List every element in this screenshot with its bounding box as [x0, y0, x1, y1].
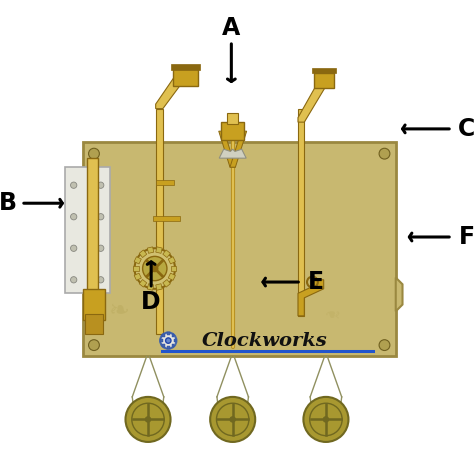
Text: B: B: [0, 191, 17, 215]
Bar: [82, 289, 105, 320]
Bar: [155, 180, 173, 185]
Text: D: D: [141, 290, 161, 314]
Circle shape: [98, 214, 104, 220]
Bar: [155, 109, 163, 334]
Text: C: C: [458, 117, 474, 141]
Bar: [228, 113, 238, 124]
Bar: [133, 266, 138, 271]
Bar: [163, 250, 170, 257]
Bar: [87, 158, 99, 302]
Bar: [167, 346, 170, 349]
Circle shape: [323, 417, 328, 422]
Circle shape: [98, 245, 104, 251]
Bar: [163, 280, 170, 287]
Bar: [172, 335, 174, 337]
Circle shape: [160, 332, 176, 349]
Bar: [171, 266, 176, 271]
Circle shape: [152, 265, 158, 272]
Bar: [172, 344, 174, 346]
Polygon shape: [230, 131, 246, 167]
Circle shape: [98, 182, 104, 188]
Circle shape: [71, 277, 77, 283]
Bar: [298, 109, 304, 316]
Bar: [64, 167, 109, 293]
Bar: [156, 284, 162, 290]
Circle shape: [126, 397, 171, 442]
Circle shape: [143, 256, 167, 281]
Bar: [162, 344, 165, 346]
Bar: [156, 247, 162, 253]
Bar: [167, 332, 170, 335]
Bar: [82, 142, 396, 356]
Circle shape: [71, 182, 77, 188]
Circle shape: [210, 397, 255, 442]
Bar: [312, 68, 336, 73]
Text: ❧: ❧: [108, 299, 129, 323]
Text: F: F: [458, 225, 474, 249]
Text: A: A: [222, 16, 240, 39]
Circle shape: [379, 340, 390, 350]
Bar: [162, 335, 165, 337]
Polygon shape: [219, 149, 246, 158]
Circle shape: [71, 245, 77, 251]
Circle shape: [98, 277, 104, 283]
Bar: [173, 339, 176, 342]
Text: ❧: ❧: [322, 302, 338, 321]
Bar: [168, 273, 175, 280]
Circle shape: [71, 214, 77, 220]
Bar: [314, 73, 334, 88]
Circle shape: [379, 148, 390, 159]
Bar: [221, 122, 244, 140]
Bar: [171, 64, 200, 70]
Bar: [147, 247, 154, 253]
Circle shape: [135, 248, 175, 289]
Polygon shape: [298, 280, 324, 316]
Text: E: E: [308, 270, 324, 294]
Bar: [153, 216, 180, 221]
Bar: [139, 280, 147, 287]
Bar: [134, 273, 141, 280]
Bar: [139, 250, 147, 257]
Bar: [168, 257, 175, 264]
Bar: [85, 314, 103, 334]
Polygon shape: [298, 77, 326, 122]
Circle shape: [89, 340, 100, 350]
Polygon shape: [219, 131, 236, 167]
Bar: [134, 257, 141, 264]
Circle shape: [146, 417, 151, 422]
Bar: [160, 339, 163, 342]
Bar: [147, 284, 154, 290]
Bar: [173, 68, 198, 86]
Circle shape: [230, 417, 236, 422]
Text: Clockworks: Clockworks: [202, 332, 328, 350]
Polygon shape: [396, 278, 402, 311]
Polygon shape: [155, 68, 186, 109]
Circle shape: [89, 148, 100, 159]
Circle shape: [303, 397, 348, 442]
Circle shape: [165, 338, 171, 343]
